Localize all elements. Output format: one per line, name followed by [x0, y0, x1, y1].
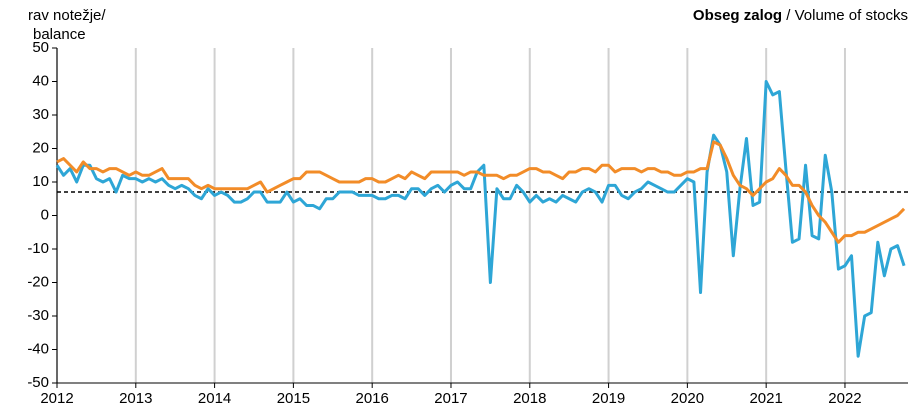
x-tick-label: 2015 — [277, 390, 310, 407]
y-tick-label: 40 — [32, 72, 49, 89]
y-tick-label: 0 — [41, 206, 49, 223]
x-tick-label: 2013 — [119, 390, 152, 407]
y-tick-label: 50 — [32, 39, 49, 56]
series-line — [56, 140, 906, 244]
x-tick-label: 2016 — [355, 390, 388, 407]
x-tick-label: 2018 — [513, 390, 546, 407]
y-tick-label: -20 — [27, 273, 49, 290]
y-tick-label: 10 — [32, 173, 49, 190]
x-tick-label: 2012 — [40, 390, 73, 407]
x-tick-label: 2017 — [434, 390, 467, 407]
x-tick-label: 2020 — [671, 390, 704, 407]
y-tick-label: 30 — [32, 106, 49, 123]
subtitle: / Volume of stocks — [786, 7, 908, 24]
y-tick-label: 20 — [32, 139, 49, 156]
x-tick-label: 2021 — [749, 390, 782, 407]
y-tick-label: -40 — [27, 340, 49, 357]
series-line — [55, 80, 906, 358]
y-tick-label: -30 — [27, 307, 49, 324]
x-tick-label: 2014 — [198, 390, 231, 407]
chart-title: Obseg zalog / Volume of stocks — [693, 7, 908, 24]
y-tick-label: -10 — [27, 240, 49, 257]
y-axis-label: rav notežje/ — [28, 7, 106, 24]
y-axis-label: balance — [33, 26, 86, 43]
x-tick-label: 2019 — [592, 390, 625, 407]
x-tick-label: 2022 — [828, 390, 861, 407]
y-tick-label: -50 — [27, 374, 49, 391]
title: Obseg zalog — [693, 7, 782, 24]
